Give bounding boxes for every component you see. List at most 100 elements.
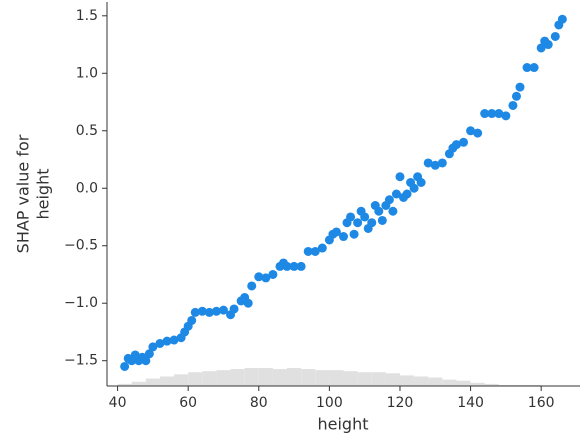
point xyxy=(522,63,532,73)
point xyxy=(402,189,412,199)
point xyxy=(515,82,525,92)
point xyxy=(473,128,483,138)
point xyxy=(247,281,257,291)
histogram-bar xyxy=(188,372,203,386)
y-tick-label: −1.0 xyxy=(64,295,98,311)
x-tick-label: 140 xyxy=(457,395,484,411)
x-tick-label: 80 xyxy=(250,395,268,411)
histogram-bar xyxy=(117,383,132,386)
histogram-bar xyxy=(414,376,429,386)
point xyxy=(451,140,461,150)
histogram-bar xyxy=(442,379,457,386)
point xyxy=(346,212,356,222)
point xyxy=(494,109,504,119)
point xyxy=(218,305,228,315)
histogram-bar xyxy=(498,384,513,386)
point xyxy=(243,298,253,308)
point xyxy=(190,307,200,317)
histogram-bar xyxy=(357,372,372,386)
point xyxy=(162,336,172,346)
histogram-bar xyxy=(301,369,316,386)
histogram-bar xyxy=(230,369,245,386)
point xyxy=(268,269,278,279)
point xyxy=(229,304,239,314)
point xyxy=(557,14,567,24)
point xyxy=(197,306,207,316)
y-axis-label: SHAP value for xyxy=(14,134,33,253)
histogram-bar xyxy=(315,370,330,386)
point xyxy=(155,338,165,348)
x-tick-label: 160 xyxy=(528,395,555,411)
y-tick-label: 0.5 xyxy=(76,123,98,139)
point xyxy=(169,335,179,345)
point xyxy=(339,232,348,242)
point xyxy=(437,158,447,168)
point xyxy=(282,261,292,271)
point xyxy=(148,342,158,352)
point xyxy=(550,31,560,41)
histogram-bar xyxy=(287,368,302,386)
histogram-bar xyxy=(159,376,175,386)
point xyxy=(487,109,497,119)
y-tick-label: 1.5 xyxy=(76,8,98,24)
histogram-bar xyxy=(174,374,189,386)
point xyxy=(395,172,405,182)
histogram-bar xyxy=(456,380,471,386)
x-tick-label: 120 xyxy=(387,395,414,411)
histogram-bar xyxy=(385,373,400,386)
point xyxy=(430,160,440,170)
point xyxy=(409,183,419,193)
x-tick-label: 40 xyxy=(109,395,127,411)
point xyxy=(254,272,264,282)
histogram-bar xyxy=(329,370,344,386)
histogram-bar xyxy=(343,371,358,386)
y-tick-label: −0.5 xyxy=(64,238,98,254)
point xyxy=(480,109,490,119)
histogram-bar xyxy=(258,368,273,386)
point xyxy=(501,111,511,121)
x-tick-label: 60 xyxy=(179,395,197,411)
histogram-bar xyxy=(131,381,146,386)
point xyxy=(331,227,341,237)
point xyxy=(511,91,521,101)
point xyxy=(120,361,130,371)
point xyxy=(466,126,476,136)
histogram-bar xyxy=(527,384,542,386)
point xyxy=(536,43,546,53)
histogram-bar xyxy=(145,378,160,386)
point xyxy=(529,63,539,73)
point xyxy=(211,306,221,316)
x-axis-label: height xyxy=(318,415,369,434)
y-tick-label: 1.0 xyxy=(76,65,98,81)
point xyxy=(388,206,398,216)
point xyxy=(416,178,426,188)
point xyxy=(384,195,394,205)
histogram-bar xyxy=(470,382,485,386)
point xyxy=(289,261,299,271)
point xyxy=(367,218,377,228)
histogram-bar xyxy=(216,370,231,386)
histogram-bar xyxy=(371,372,386,386)
point xyxy=(353,218,363,228)
point xyxy=(360,212,370,222)
point xyxy=(141,356,151,366)
point xyxy=(261,273,271,283)
point xyxy=(543,40,553,50)
histogram-bar xyxy=(202,371,217,386)
point xyxy=(423,158,433,168)
point xyxy=(391,189,401,199)
point xyxy=(317,243,327,253)
histogram-bar xyxy=(428,377,443,386)
point xyxy=(296,261,306,271)
histogram-bar xyxy=(399,375,415,386)
point xyxy=(349,229,359,239)
point xyxy=(204,307,214,317)
point xyxy=(144,349,154,359)
point xyxy=(303,246,313,256)
point xyxy=(374,206,384,216)
histogram-bar xyxy=(512,384,528,386)
y-tick-label: −1.5 xyxy=(64,353,98,369)
point xyxy=(377,215,387,225)
point xyxy=(459,137,469,147)
histogram-bar xyxy=(272,369,288,386)
